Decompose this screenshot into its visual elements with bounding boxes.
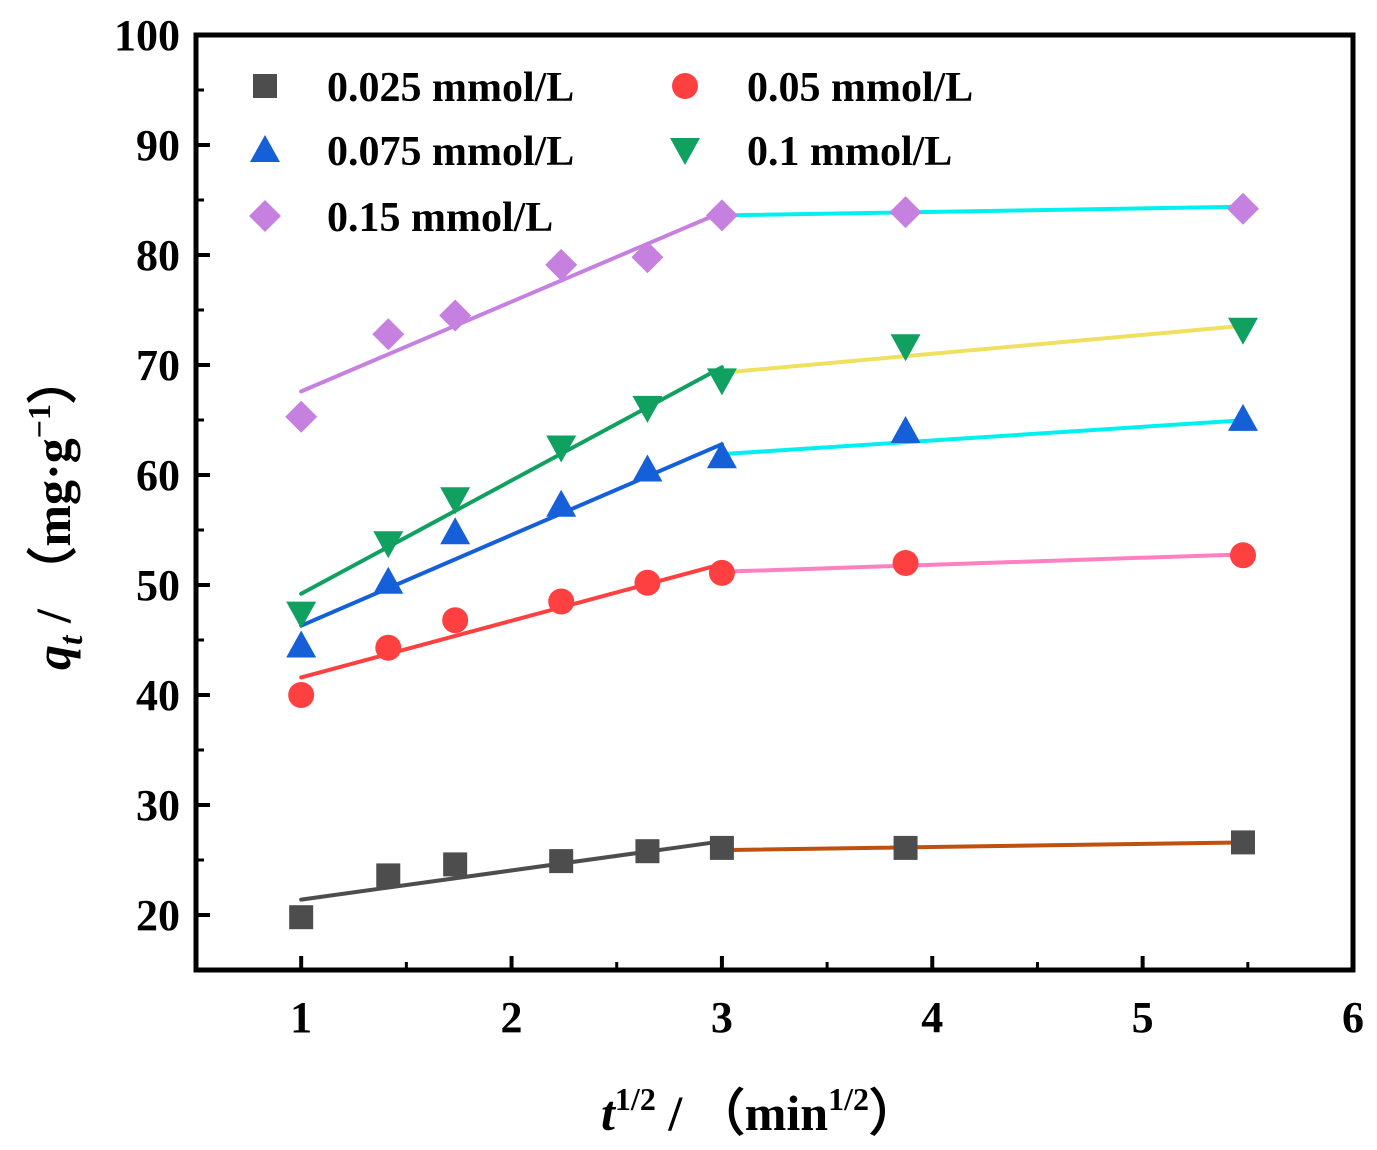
- data-point-series-1: [635, 839, 660, 864]
- fit-line-series-5-stage-2: [719, 204, 1250, 218]
- x-axis-open-paren: （: [695, 1085, 745, 1141]
- data-point-series-2: [634, 569, 661, 596]
- data-point-series-1: [443, 852, 468, 877]
- legend-marker-series-5: [249, 200, 281, 232]
- x-tick-label: 5: [1132, 993, 1154, 1042]
- data-point-series-4: [373, 531, 404, 559]
- y-tick-label: 80: [136, 231, 180, 280]
- x-tick-label: 4: [921, 993, 943, 1042]
- data-points: [285, 192, 1259, 930]
- data-point-series-4: [706, 368, 737, 396]
- y-tick-label: 30: [136, 781, 180, 830]
- x-axis-var: t: [601, 1085, 617, 1141]
- data-point-series-5: [545, 248, 578, 281]
- x-tick-label: 1: [290, 993, 312, 1042]
- data-point-series-3: [706, 441, 737, 469]
- data-point-series-4: [440, 487, 471, 515]
- y-tick-label: 90: [136, 121, 180, 170]
- legend-marker-series-1: [253, 74, 277, 98]
- legend-label-series-4: 0.1 mmol/L: [747, 129, 952, 175]
- data-point-series-1: [376, 863, 401, 888]
- x-axis-sep: /: [656, 1085, 695, 1141]
- legend-marker-series-2: [672, 73, 698, 99]
- y-axis-close-paren: ）: [25, 354, 81, 404]
- y-axis-var-sub: t: [53, 634, 90, 645]
- legend-label-series-1: 0.025 mmol/L: [327, 65, 574, 111]
- x-tick-label: 2: [501, 993, 523, 1042]
- data-point-series-4: [546, 435, 577, 463]
- data-point-series-1: [893, 835, 918, 860]
- data-point-series-5: [631, 241, 664, 274]
- y-axis-sep: /: [25, 597, 81, 636]
- y-axis-var: q: [25, 645, 81, 670]
- data-point-series-2: [1229, 542, 1256, 569]
- x-axis-title: t1/2 / （min1/2）: [601, 1081, 919, 1141]
- data-point-series-4: [1227, 317, 1258, 345]
- x-axis-var-exp: 1/2: [615, 1081, 656, 1117]
- data-point-series-1: [1230, 830, 1255, 855]
- y-axis-unit: mg·g: [25, 438, 81, 546]
- data-point-series-3: [1227, 403, 1258, 431]
- legend-label-series-5: 0.15 mmol/L: [327, 195, 553, 241]
- x-axis-close-paren: ）: [869, 1085, 919, 1141]
- data-point-series-1: [549, 849, 574, 874]
- legend-label-series-3: 0.075 mmol/L: [327, 129, 574, 175]
- data-point-series-4: [286, 601, 317, 629]
- data-point-series-3: [632, 454, 663, 482]
- legend-label-series-2: 0.05 mmol/L: [747, 65, 973, 111]
- legend-marker-series-4: [670, 138, 700, 165]
- fit-line-series-3-stage-2: [719, 418, 1250, 457]
- y-tick-label: 50: [136, 561, 180, 610]
- data-point-series-1: [709, 835, 734, 860]
- data-point-series-2: [548, 588, 575, 615]
- plot-frame: [193, 32, 1356, 973]
- data-point-series-2: [442, 607, 469, 634]
- y-tick-label: 100: [114, 11, 180, 60]
- data-point-series-5: [1226, 192, 1259, 225]
- x-tick-label: 3: [711, 993, 733, 1042]
- fit-line-series-4-stage-2: [719, 323, 1250, 375]
- data-point-series-5: [372, 318, 405, 351]
- data-point-series-5: [439, 299, 472, 332]
- data-point-series-3: [890, 416, 921, 443]
- fit-line-series-1-stage-2: [719, 840, 1250, 853]
- y-tick-label: 70: [136, 341, 180, 390]
- y-tick-label: 20: [136, 891, 180, 940]
- x-axis-unit-exp: 1/2: [828, 1081, 869, 1117]
- legend-marker-series-3: [250, 135, 280, 162]
- y-tick-label: 40: [136, 671, 180, 720]
- data-point-series-1: [289, 905, 314, 930]
- legend: 0.025 mmol/L 0.05 mmol/L 0.075 mmol/L 0.1 m…: [249, 65, 973, 241]
- data-point-series-3: [286, 630, 317, 658]
- fit-line-series-2-stage-2: [719, 552, 1250, 574]
- x-axis-unit: min: [745, 1085, 829, 1141]
- x-tick-label: 6: [1342, 993, 1364, 1042]
- data-point-series-5: [285, 400, 318, 433]
- data-point-series-2: [892, 550, 919, 576]
- axes: 1 2 3 4 5 6 20 30 40 50 60 70 80 90 100: [114, 11, 1364, 1042]
- y-axis-title: qt / （mg·g−1）: [21, 354, 90, 670]
- data-point-series-3: [546, 489, 577, 517]
- y-axis-open-paren: （: [25, 547, 81, 597]
- data-point-series-4: [890, 334, 921, 362]
- data-point-series-2: [708, 559, 735, 586]
- data-point-series-3: [373, 566, 404, 594]
- data-point-series-2: [288, 682, 315, 708]
- data-point-series-2: [375, 634, 402, 661]
- fit-line-series-5-stage-1: [299, 210, 724, 394]
- data-point-series-5: [889, 196, 922, 229]
- y-tick-label: 60: [136, 451, 180, 500]
- data-point-series-5: [705, 199, 738, 232]
- data-point-series-4: [632, 395, 663, 423]
- data-point-series-3: [440, 517, 471, 545]
- y-axis-unit-exp: −1: [21, 404, 57, 438]
